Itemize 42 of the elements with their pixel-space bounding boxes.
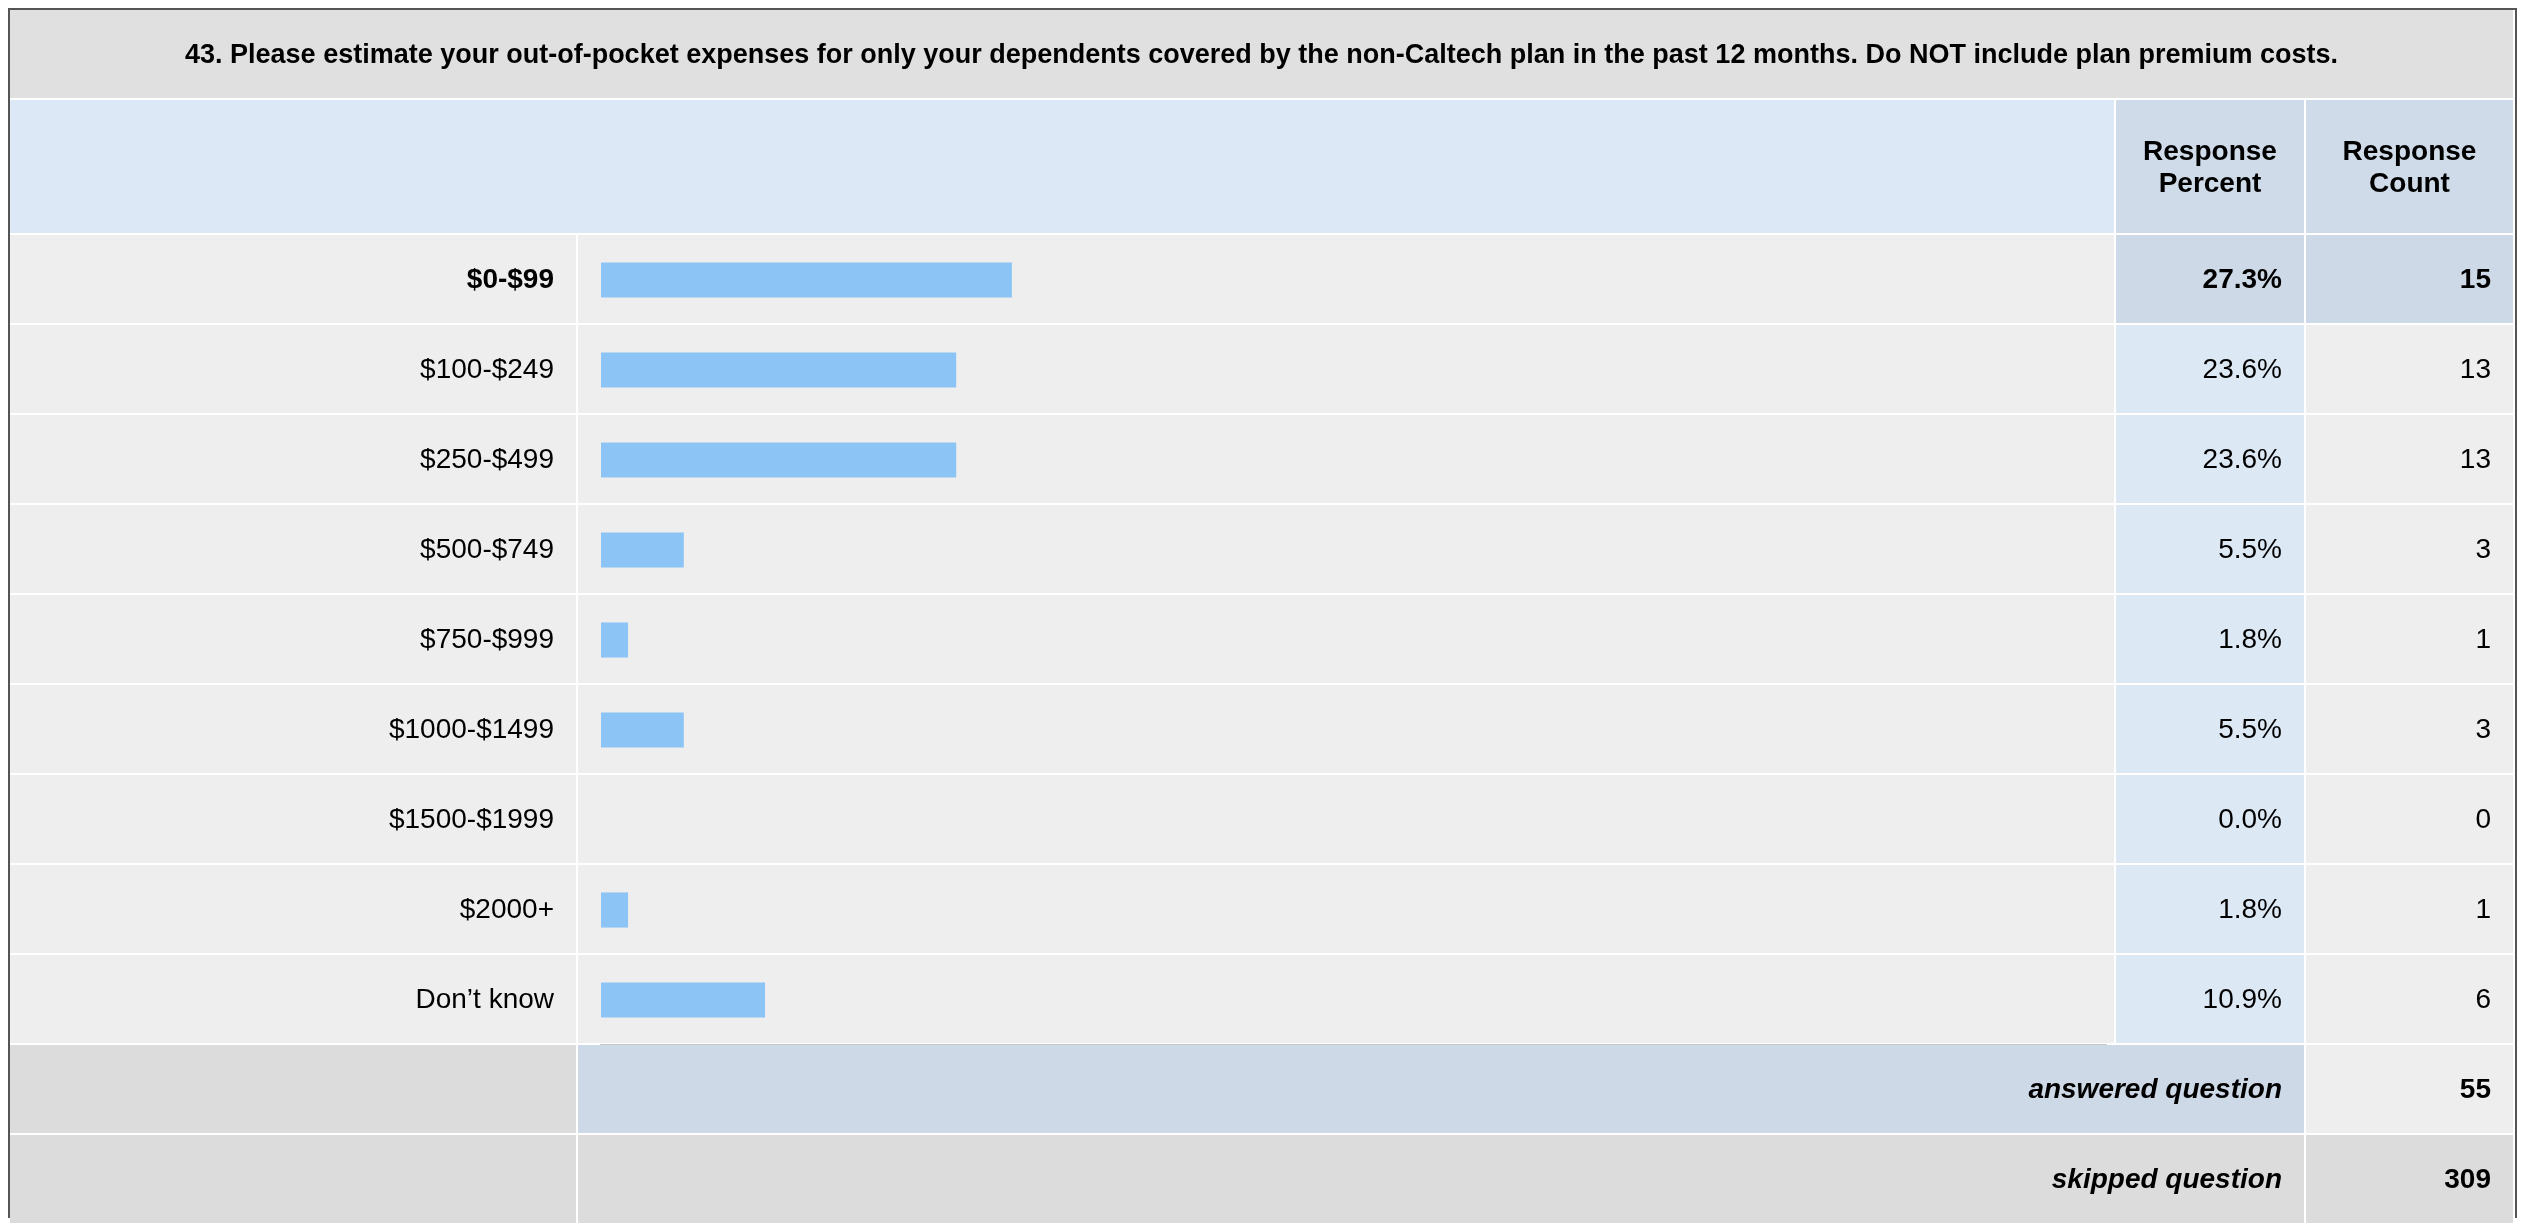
data-label: 27.3%	[2202, 263, 2282, 295]
text: Response Percent	[2143, 134, 2277, 198]
y-tick-label: $500-$749	[420, 533, 554, 565]
y-tick-label: Don’t know	[415, 983, 554, 1015]
data-label: 0.0%	[2116, 775, 2306, 865]
data-label: 23.6%	[2116, 325, 2306, 415]
bar	[601, 352, 957, 388]
y-tick-label: $2000+	[459, 893, 554, 925]
text: 13	[2459, 353, 2491, 385]
bar	[601, 982, 766, 1018]
text: 13	[2459, 443, 2491, 475]
y-tick-label: $750-$999	[420, 623, 554, 655]
y-tick-label: $1000-$1499	[388, 713, 554, 745]
bar	[601, 262, 1012, 298]
data-label: 5.5%	[2116, 505, 2306, 595]
text: 55	[2459, 1073, 2491, 1104]
text: Response Count	[2342, 134, 2477, 198]
text: 1	[2475, 623, 2491, 655]
y-tick-label: $0-$99	[466, 263, 554, 294]
bar	[601, 442, 957, 478]
y-tick-label: $100-$249	[420, 353, 554, 385]
y-tick-label: $1500-$1999	[388, 803, 554, 835]
bar	[601, 712, 684, 748]
text: skipped question	[2051, 1163, 2282, 1194]
bar	[601, 892, 629, 928]
text: 3	[2475, 533, 2491, 565]
data-label: 1.8%	[2116, 595, 2306, 685]
text: 1	[2475, 893, 2491, 925]
text: 6	[2475, 983, 2491, 1015]
text: 15	[2459, 263, 2491, 294]
bar	[601, 532, 684, 568]
bar	[601, 622, 629, 658]
data-label: 23.6%	[2116, 415, 2306, 505]
data-label: 1.8%	[2116, 865, 2306, 955]
text: answered question	[2028, 1073, 2282, 1104]
data-label: 10.9%	[2116, 955, 2306, 1045]
text: 3	[2475, 713, 2491, 745]
chart-title: 43. Please estimate your out-of-pocket expenses for only your dependents covered by the non-Caltech plan in the past 12 months. Do NOT include plan premium costs.	[185, 38, 2338, 69]
text: 0	[2475, 803, 2491, 835]
y-tick-label: $250-$499	[420, 443, 554, 475]
data-label: 5.5%	[2116, 685, 2306, 775]
text: 309	[2444, 1163, 2491, 1194]
